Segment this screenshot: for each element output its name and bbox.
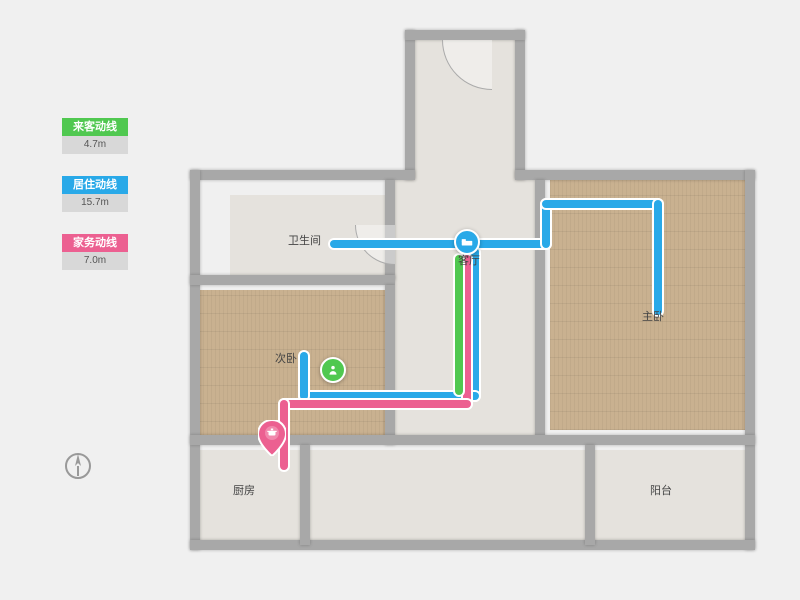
wall-segment	[745, 170, 755, 550]
legend-item-living: 居住动线 15.7m	[62, 176, 128, 212]
legend-item-guest: 来客动线 4.7m	[62, 118, 128, 154]
wall-segment	[405, 30, 525, 40]
housework-path	[463, 255, 471, 408]
wall-segment	[190, 170, 200, 550]
guest-path	[455, 255, 463, 395]
wall-segment	[300, 445, 310, 545]
room-balcony	[595, 450, 750, 545]
compass-icon	[62, 450, 94, 482]
living-path	[471, 248, 479, 400]
legend-guest-value: 4.7m	[62, 136, 128, 154]
room-hall	[310, 450, 590, 545]
wall-segment	[190, 170, 415, 180]
living-path	[330, 240, 550, 248]
legend-living-label: 居住动线	[62, 176, 128, 194]
legend: 来客动线 4.7m 居住动线 15.7m 家务动线 7.0m	[62, 118, 128, 292]
wall-segment	[405, 30, 415, 180]
living-path	[654, 200, 662, 315]
floorplan: 卫生间客厅主卧次卧厨房阳台	[180, 30, 760, 570]
living-path	[300, 392, 479, 400]
room-label-master: 主卧	[642, 308, 664, 324]
legend-living-value: 15.7m	[62, 194, 128, 212]
living-room-marker	[454, 229, 480, 255]
entry-marker	[320, 357, 346, 383]
wall-segment	[190, 275, 395, 285]
legend-item-housework: 家务动线 7.0m	[62, 234, 128, 270]
room-label-bathroom: 卫生间	[288, 232, 321, 248]
wall-segment	[515, 170, 755, 180]
kitchen-pin-icon	[258, 420, 286, 456]
wall-segment	[190, 540, 755, 550]
housework-path	[280, 400, 471, 408]
wall-segment	[385, 285, 395, 445]
living-path	[300, 352, 308, 400]
room-master	[550, 180, 750, 430]
legend-guest-label: 来客动线	[62, 118, 128, 136]
room-label-balcony: 阳台	[650, 482, 672, 498]
wall-segment	[585, 445, 595, 545]
living-path	[542, 200, 662, 208]
room-label-kitchen: 厨房	[233, 482, 255, 498]
room-label-second_br: 次卧	[275, 350, 297, 366]
legend-housework-label: 家务动线	[62, 234, 128, 252]
wall-segment	[515, 30, 525, 180]
legend-housework-value: 7.0m	[62, 252, 128, 270]
